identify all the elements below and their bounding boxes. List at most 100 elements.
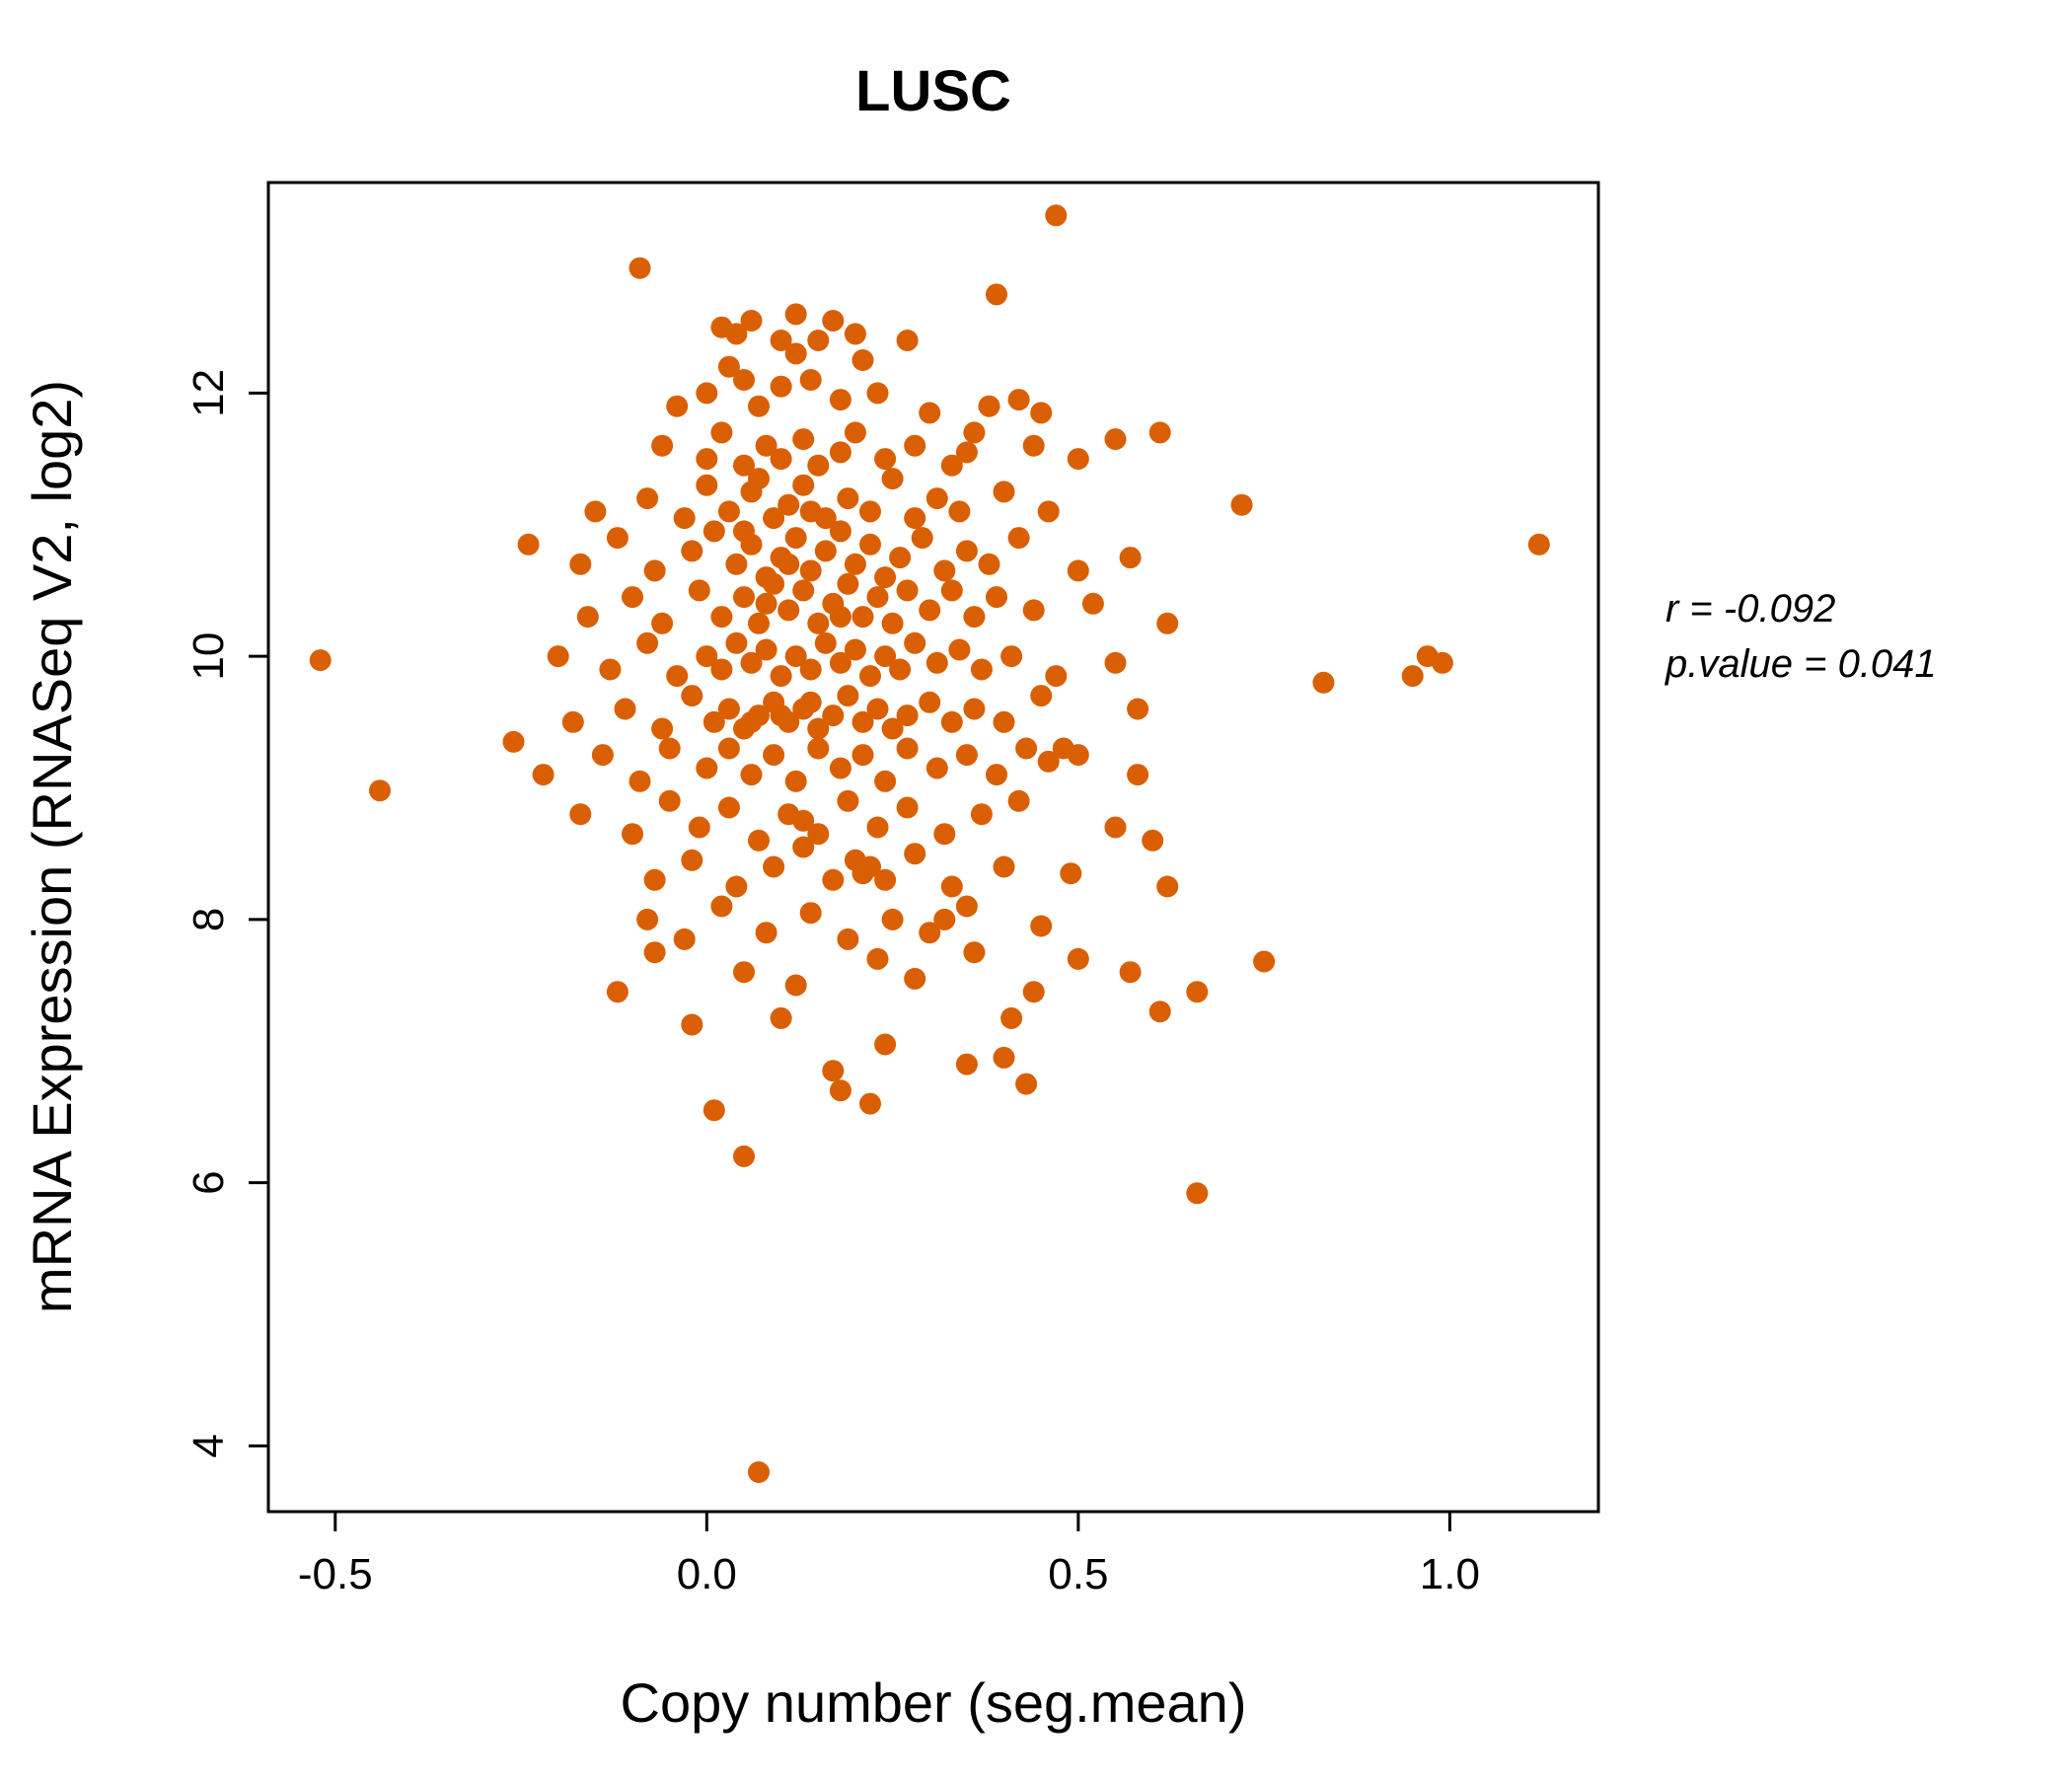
data-point [1030,915,1053,937]
data-point [673,928,696,950]
data-point [859,665,881,688]
data-point [777,493,800,516]
data-point [807,737,830,760]
y-tick-label: 8 [185,908,233,931]
data-point [851,349,874,371]
data-point [517,533,540,556]
data-point [919,922,941,944]
data-point [733,369,755,391]
data-point [829,441,851,464]
data-point [814,540,837,562]
data-point [622,586,643,609]
data-point [725,323,748,345]
data-point [799,902,822,925]
data-point [651,717,674,740]
data-point [822,705,845,727]
data-point [829,651,851,674]
data-point [547,645,569,668]
data-point [748,1461,770,1483]
y-tick-label: 10 [185,632,233,681]
data-point [837,685,859,707]
data-point [866,382,889,405]
data-point [948,638,971,661]
data-point [763,855,785,878]
data-point [369,779,391,802]
data-point [703,710,725,733]
x-tick-label: -0.5 [298,1550,373,1598]
data-point [925,487,948,510]
data-point [681,540,703,562]
data-point [799,658,822,681]
data-point [1104,428,1127,451]
data-point [784,342,807,365]
data-point [748,468,770,490]
data-point [874,1033,897,1056]
data-point [837,487,859,510]
data-point [940,454,963,477]
data-point [896,737,919,760]
data-point [717,796,740,819]
data-point [606,527,629,550]
data-point [770,1006,792,1029]
data-point [792,809,815,832]
data-point [933,559,956,582]
data-point [740,710,763,733]
data-point [807,612,830,634]
data-point [993,855,1015,878]
data-point [666,395,689,417]
y-tick-label: 4 [185,1434,233,1457]
data-point [606,981,629,1003]
data-point [502,730,525,753]
data-point [904,631,926,654]
data-point [792,836,815,858]
data-point [955,744,978,767]
data-point [629,257,651,279]
data-point [1067,559,1089,582]
data-point [799,559,822,582]
data-point [651,612,674,634]
data-point [1119,961,1142,984]
data-point [874,448,897,471]
data-point [1081,592,1104,615]
data-point [837,789,859,812]
y-tick-label: 12 [185,369,233,417]
data-point [770,705,792,727]
data-point [733,961,755,984]
data-point [1253,950,1276,973]
data-point [814,631,837,654]
data-point [681,685,703,707]
data-point [710,421,733,444]
data-point [658,789,681,812]
data-point [1127,698,1149,720]
annotation-r-value: r = -0.092 [1665,587,1835,631]
data-point [629,770,651,792]
data-point [963,941,986,964]
data-point [970,803,993,826]
data-point [673,507,696,530]
data-point [1119,547,1142,569]
data-point [1000,1006,1023,1029]
data-point [636,908,659,930]
data-point [1060,862,1082,885]
data-point [740,651,763,674]
data-point [636,487,659,510]
data-point [993,710,1015,733]
data-point [733,1145,755,1167]
data-point [1037,750,1060,773]
data-point [733,520,755,543]
data-point [866,586,889,609]
data-point [770,448,792,471]
data-point [955,1053,978,1076]
data-point [710,606,733,629]
data-point [1312,671,1335,694]
data-point [955,895,978,918]
data-point [1148,421,1171,444]
data-point [755,638,777,661]
y-tick-label: 6 [185,1170,233,1194]
data-point [955,441,978,464]
data-point [777,553,800,575]
data-point [1007,389,1030,411]
data-point [643,941,666,964]
